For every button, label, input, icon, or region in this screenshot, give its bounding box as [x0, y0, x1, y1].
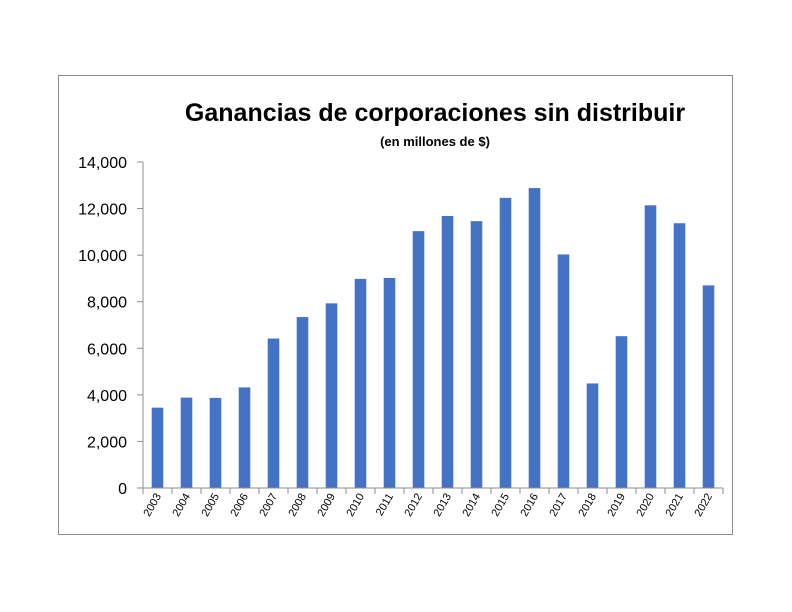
bar-2004 — [180, 397, 193, 488]
bar-2013 — [441, 216, 454, 488]
y-tick-label: 10,000 — [78, 248, 127, 265]
y-tick-label: 8,000 — [87, 295, 127, 312]
bar-2011 — [383, 277, 396, 488]
x-tick-label: 2018 — [576, 492, 599, 519]
y-axis-ticks: 0 2,000 4,000 6,000 8,000 10,000 12,000 14,000 — [78, 155, 143, 498]
x-tick-label: 2007 — [257, 492, 280, 519]
y-tick-label: 2,000 — [87, 434, 127, 451]
x-tick-label: 2017 — [547, 492, 570, 519]
bar-2019 — [615, 336, 628, 488]
bar-2016 — [528, 188, 541, 488]
x-tick-label: 2020 — [634, 492, 657, 519]
bar-2020 — [644, 205, 657, 488]
x-tick-label: 2019 — [605, 492, 628, 519]
x-tick-label: 2013 — [431, 492, 454, 519]
axes — [142, 162, 723, 489]
bar-2009 — [325, 303, 338, 488]
x-tick-label: 2005 — [199, 492, 222, 519]
x-tick-label: 2012 — [402, 492, 425, 519]
y-tick-label: 6,000 — [87, 341, 127, 358]
x-tick-label: 2008 — [286, 492, 309, 519]
x-tick-label: 2011 — [374, 492, 396, 518]
x-tick-label: 2010 — [344, 492, 367, 519]
bar-2021 — [673, 223, 686, 488]
bar-2014 — [470, 221, 483, 488]
bar-2003 — [151, 407, 164, 488]
bar-2007 — [267, 338, 280, 488]
x-tick-label: 2021 — [663, 492, 686, 519]
x-tick-label: 2015 — [489, 492, 512, 519]
x-tick-label: 2022 — [692, 492, 715, 519]
y-tick-label: 14,000 — [78, 155, 127, 172]
x-axis-ticks: 2003 2004 2005 2006 2007 2008 2009 2010 2011 2012… — [141, 488, 724, 519]
x-tick-label: 2016 — [518, 492, 541, 519]
x-tick-label: 2003 — [141, 492, 164, 519]
chart-title: Ganancias de corporaciones sin distribui… — [185, 99, 685, 127]
bar-2022 — [702, 285, 715, 488]
x-tick-label: 2014 — [460, 492, 483, 519]
y-tick-label: 4,000 — [87, 388, 127, 405]
y-tick-label: 12,000 — [78, 202, 127, 219]
bar-2015 — [499, 197, 512, 489]
x-tick-label: 2004 — [170, 492, 193, 519]
y-tick-label: 0 — [118, 481, 127, 498]
bars — [151, 188, 715, 489]
x-tick-label: 2009 — [315, 492, 338, 519]
bar-2018 — [586, 383, 599, 488]
bar-2012 — [412, 231, 425, 488]
x-tick-label: 2006 — [228, 492, 251, 519]
bar-2005 — [209, 397, 222, 488]
chart-subtitle: (en millones de $) — [380, 134, 490, 149]
bar-2006 — [238, 387, 251, 488]
bar-2010 — [354, 278, 367, 488]
bar-2017 — [557, 254, 570, 488]
bar-2008 — [296, 317, 309, 488]
